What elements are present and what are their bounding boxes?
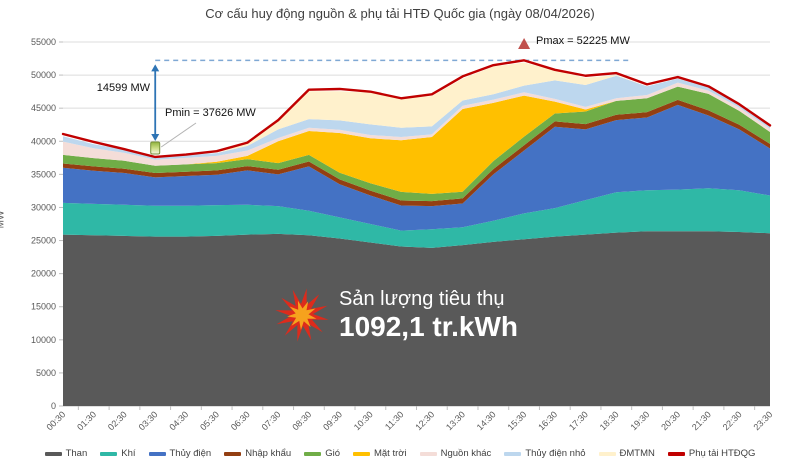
svg-text:21:30: 21:30 (690, 409, 713, 432)
legend-item-than: Than (44, 448, 87, 459)
svg-text:13:30: 13:30 (444, 409, 467, 432)
consumption-caption: Sản lượng tiêu thụ (339, 287, 505, 310)
pmin-annotation: Pmin = 37626 MW (165, 107, 256, 119)
legend-item-thuy-dien: Thủy điện (148, 448, 211, 459)
svg-text:0: 0 (51, 401, 56, 411)
svg-text:12:30: 12:30 (413, 409, 436, 432)
svg-text:14:30: 14:30 (475, 409, 498, 432)
svg-text:20000: 20000 (31, 269, 56, 279)
legend-marker (148, 451, 166, 456)
svg-text:19:30: 19:30 (628, 409, 651, 432)
svg-text:05:30: 05:30 (198, 409, 221, 432)
svg-text:08:30: 08:30 (290, 409, 313, 432)
svg-text:10:30: 10:30 (352, 409, 375, 432)
consumption-overlay: Sản lượng tiêu thụ 1092,1 tr.kWh (274, 286, 518, 344)
svg-text:06:30: 06:30 (229, 409, 252, 432)
chart-title: Cơ cấu huy động nguồn & phụ tải HTĐ Quốc… (205, 6, 595, 21)
legend-marker (352, 451, 370, 456)
legend-marker (44, 451, 62, 456)
legend-item-phu-tai: Phụ tải HTĐQG (667, 448, 755, 459)
explosion-icon (275, 288, 329, 342)
pmax-annotation: Pmax = 52225 MW (536, 35, 630, 47)
svg-text:16:30: 16:30 (536, 409, 559, 432)
svg-text:25000: 25000 (31, 236, 56, 246)
svg-text:40000: 40000 (31, 136, 56, 146)
svg-text:15000: 15000 (31, 302, 56, 312)
legend-marker (100, 451, 118, 456)
svg-text:45000: 45000 (31, 103, 56, 113)
legend-item-nhap-khau: Nhập khẩu (224, 448, 291, 459)
svg-text:07:30: 07:30 (260, 409, 283, 432)
legend-item-gio: Gió (304, 448, 340, 459)
svg-text:00:30: 00:30 (44, 409, 67, 432)
svg-text:09:30: 09:30 (321, 409, 344, 432)
svg-text:30000: 30000 (31, 202, 56, 212)
legend-item-dmtmn: ĐMTMN (598, 448, 655, 459)
legend-item-khi: Khí (100, 448, 136, 459)
svg-text:15:30: 15:30 (505, 409, 528, 432)
svg-text:04:30: 04:30 (167, 409, 190, 432)
legend-marker (598, 451, 616, 456)
svg-text:50000: 50000 (31, 70, 56, 80)
legend-marker (667, 451, 685, 456)
legend-marker (224, 451, 242, 456)
legend-marker (304, 451, 322, 456)
consumption-value: 1092,1 tr.kWh (339, 310, 518, 342)
svg-text:23:30: 23:30 (751, 409, 774, 432)
delta-annotation: 14599 MW (96, 82, 150, 94)
svg-text:10000: 10000 (31, 335, 56, 345)
svg-text:01:30: 01:30 (75, 409, 98, 432)
legend-marker (419, 451, 437, 456)
legend-item-thuy-dien-nho: Thủy điện nhỏ (504, 448, 586, 459)
legend-marker (504, 451, 522, 456)
svg-text:02:30: 02:30 (106, 409, 129, 432)
legend-item-nguon-khac: Nguồn khác (419, 448, 491, 459)
legend-item-mat-troi: Mặt trời (352, 448, 407, 459)
svg-text:5000: 5000 (36, 368, 56, 378)
svg-text:55000: 55000 (31, 37, 56, 47)
svg-text:22:30: 22:30 (721, 409, 744, 432)
legend: Than Khí Thủy điện Nhập khẩu Gió Mặt trờ… (0, 448, 800, 459)
svg-text:17:30: 17:30 (567, 409, 590, 432)
svg-text:20:30: 20:30 (659, 409, 682, 432)
svg-text:03:30: 03:30 (137, 409, 160, 432)
svg-text:11:30: 11:30 (383, 409, 406, 432)
svg-text:18:30: 18:30 (598, 409, 621, 432)
svg-text:35000: 35000 (31, 169, 56, 179)
